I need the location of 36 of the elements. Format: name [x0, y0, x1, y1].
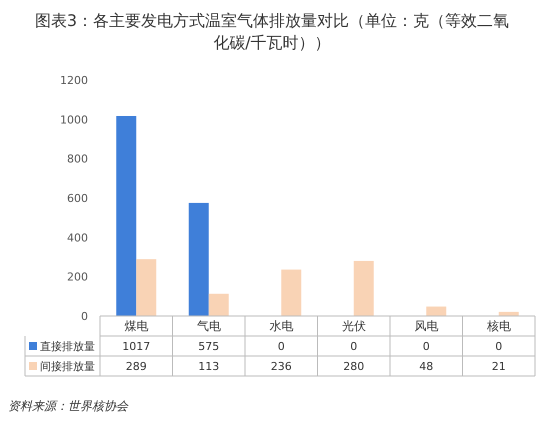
x-tick-label: 煤电 [124, 319, 148, 333]
data-label: 236 [270, 360, 292, 373]
x-tick-label: 水电 [269, 319, 294, 333]
legend-label: 间接排放量 [40, 360, 95, 373]
data-label: 48 [419, 360, 434, 373]
chart-title: 图表3：各主要发电方式温室气体排放量对比（单位：克（等效二氧化碳/千瓦时）） [34, 11, 510, 52]
data-label: 280 [343, 360, 364, 373]
x-tick-label: 气电 [196, 319, 221, 333]
data-label: 0 [495, 340, 502, 353]
data-label: 1017 [122, 340, 150, 353]
text: 资料来源：世界核协会 [8, 399, 129, 413]
bar [354, 260, 374, 316]
x-tick-label: 风电 [414, 319, 438, 333]
bar [426, 306, 446, 316]
y-tick-label: 400 [67, 231, 88, 244]
x-tick-label: 核电 [486, 319, 511, 333]
x-tick-label: 光伏 [342, 319, 366, 333]
bar [116, 116, 136, 316]
data-label: 0 [278, 340, 285, 353]
bar [281, 270, 302, 316]
y-tick-label: 600 [67, 192, 88, 205]
y-tick-label: 1200 [60, 74, 88, 87]
y-tick-label: 0 [81, 310, 88, 323]
data-label: 0 [422, 340, 430, 353]
data-label: 21 [492, 360, 506, 373]
data-label: 575 [198, 340, 220, 353]
data-label: 0 [350, 340, 358, 353]
bar [188, 202, 209, 316]
y-tick-label: 800 [67, 152, 88, 166]
y-tick-label: 1000 [60, 113, 88, 126]
bar [136, 259, 156, 316]
data-label: 289 [126, 360, 147, 373]
bar [208, 294, 229, 316]
legend-label: 直接排放量 [40, 340, 95, 353]
y-tick-label: 200 [67, 270, 88, 284]
data-label: 113 [198, 360, 220, 373]
